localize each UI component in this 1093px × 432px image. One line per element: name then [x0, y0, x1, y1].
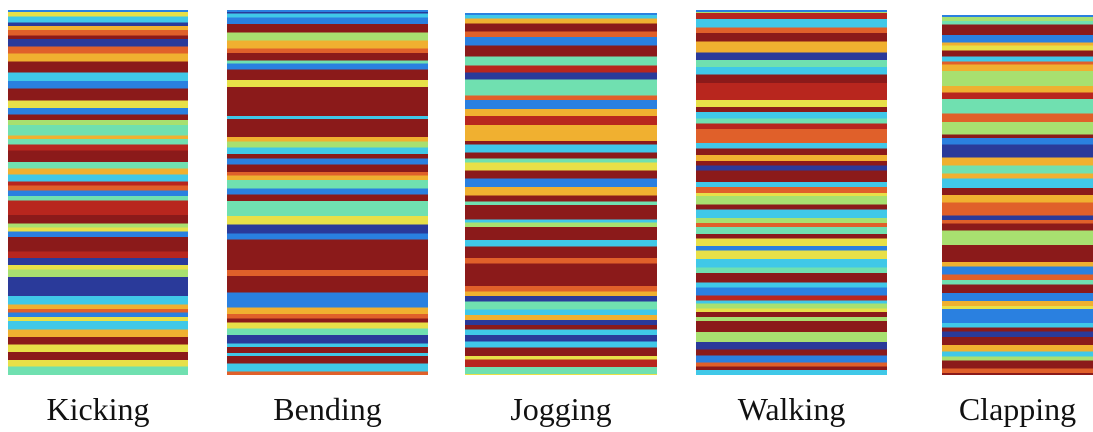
figure: Kicking Bending Jogging Walking Clapping — [0, 0, 1093, 432]
heatmap-image — [696, 10, 887, 375]
panel-label: Clapping — [959, 391, 1076, 427]
top-edge — [942, 15, 1093, 17]
panel-label: Bending — [273, 391, 381, 427]
heatmap-image — [227, 10, 428, 375]
top-edge — [696, 10, 887, 12]
panel-label: Walking — [738, 391, 846, 427]
panel-label: Kicking — [46, 391, 149, 427]
heatmap-image — [942, 15, 1093, 375]
page: KickingBendingJoggingWalkingClapping (()… — [0, 0, 1093, 432]
heatmap-image — [8, 10, 188, 375]
top-edge — [227, 10, 428, 12]
heatmap-image — [465, 13, 657, 375]
top-edge — [8, 10, 188, 12]
top-edge — [465, 13, 657, 15]
panel-label: Jogging — [510, 391, 611, 427]
